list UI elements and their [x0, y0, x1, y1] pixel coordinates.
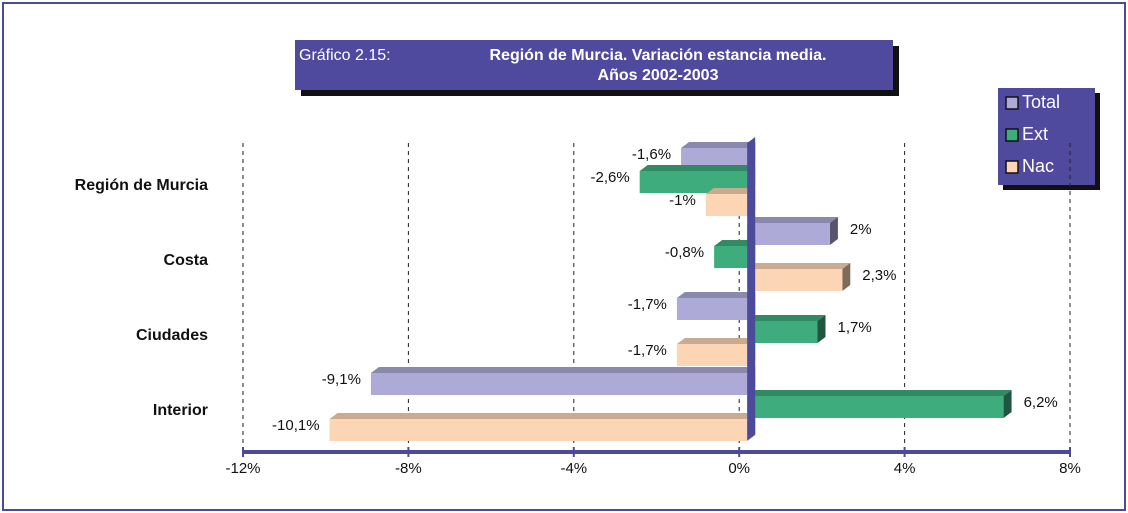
bar-top	[639, 165, 756, 171]
x-tick-label: 8%	[1059, 460, 1081, 477]
bar	[681, 148, 748, 170]
data-label: -10,1%	[272, 417, 320, 434]
bar	[676, 344, 748, 366]
chart-title: Años 2002-2003	[598, 67, 719, 84]
bar	[747, 321, 818, 343]
bar	[676, 298, 748, 320]
bar-top	[714, 240, 756, 246]
data-label: -1,6%	[632, 146, 671, 163]
bar-top	[747, 315, 826, 321]
bar	[747, 396, 1004, 418]
legend-label: Ext	[1022, 124, 1048, 144]
bar-side	[1003, 390, 1012, 418]
bar-top	[747, 217, 838, 223]
data-label: 2%	[850, 221, 872, 238]
data-label: 2,3%	[862, 267, 896, 284]
bar-side	[842, 263, 851, 291]
bar	[714, 246, 748, 268]
bar	[639, 171, 748, 193]
data-label: -2,6%	[591, 169, 630, 186]
x-tick-label: 0%	[728, 460, 750, 477]
y-tick-label: Costa	[164, 252, 209, 269]
bar	[705, 194, 748, 216]
legend-label: Nac	[1022, 156, 1054, 176]
bar-top	[329, 413, 756, 419]
legend-swatch	[1005, 160, 1019, 174]
legend-swatch	[1005, 128, 1019, 142]
bar-top	[747, 263, 851, 269]
bar-top	[681, 142, 756, 148]
bar	[329, 419, 748, 441]
data-label: -1,7%	[628, 342, 667, 359]
zero-wall	[747, 137, 756, 440]
bar	[370, 373, 748, 395]
y-tick-label: Ciudades	[136, 327, 208, 344]
bar-side	[817, 315, 826, 343]
legend-swatch	[1005, 96, 1019, 110]
legend-label: Total	[1022, 92, 1060, 112]
data-label: 6,2%	[1024, 394, 1058, 411]
bar-top	[370, 367, 756, 373]
title-box	[295, 40, 893, 90]
data-label: -1,7%	[628, 296, 667, 313]
x-tick-label: 4%	[894, 460, 916, 477]
y-tick-label: Interior	[153, 402, 208, 419]
x-tick-label: -12%	[225, 460, 260, 477]
x-tick-label: -4%	[560, 460, 587, 477]
data-label: -9,1%	[322, 371, 361, 388]
bar-top	[676, 292, 756, 298]
data-label: 1,7%	[837, 319, 871, 336]
x-tick-label: -8%	[395, 460, 422, 477]
bar	[747, 223, 830, 245]
bar-top	[705, 188, 756, 194]
bar	[747, 269, 843, 291]
data-label: -0,8%	[665, 244, 704, 261]
bar-top	[676, 338, 756, 344]
bar-side	[829, 217, 838, 245]
chart-title: Región de Murcia. Variación estancia med…	[489, 47, 826, 64]
title-label: Gráfico 2.15:	[299, 47, 391, 64]
data-label: -1%	[669, 192, 696, 209]
bar-top	[747, 390, 1012, 396]
y-tick-label: Región de Murcia	[75, 177, 208, 194]
